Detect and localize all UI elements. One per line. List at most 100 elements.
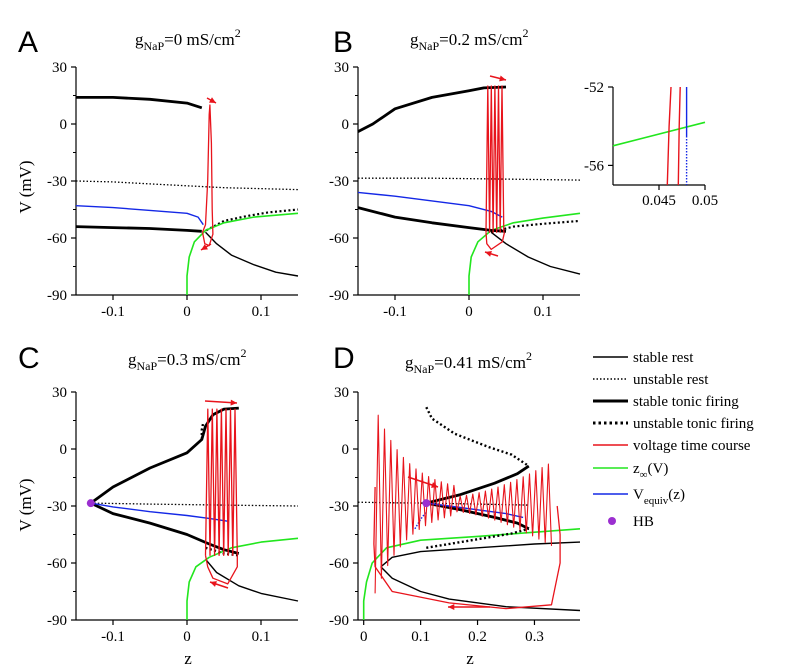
x-axis-label-d: z bbox=[466, 649, 474, 668]
arrow-b-bottom-head bbox=[485, 250, 492, 257]
panel-b-xtick-label: 0 bbox=[465, 304, 473, 320]
legend-vequiv-sub: equiv bbox=[644, 495, 669, 507]
arrow-a-bottom-head bbox=[201, 244, 208, 250]
title-d-post: =0.41 mS/cm bbox=[434, 353, 526, 372]
stable-rest-line bbox=[204, 231, 299, 277]
panel-d-ytick-label: 0 bbox=[342, 442, 350, 458]
panel-b-xtick-label: -0.1 bbox=[383, 304, 407, 320]
x-axis-label-c: z bbox=[184, 649, 192, 668]
stable-rest-line bbox=[490, 231, 581, 275]
stable-tonic-lower-line bbox=[357, 206, 507, 233]
panel-d: -90 -60 -30 0 30 0 0.1 0.2 0.3 bbox=[329, 385, 581, 645]
stable-tonic-upper-line bbox=[357, 85, 507, 133]
unstable-rest-line bbox=[90, 502, 299, 507]
legend-voltage: voltage time course bbox=[633, 438, 751, 454]
unstable-tonic-line bbox=[205, 208, 299, 232]
panel-c-ytick-label: 30 bbox=[52, 385, 67, 401]
title-c-sub: NaP bbox=[137, 359, 158, 373]
legend-unstable-rest: unstable rest bbox=[633, 372, 709, 388]
panel-a-xtick-label: 0.1 bbox=[252, 304, 271, 320]
unstable-tonic-lower-line bbox=[426, 527, 530, 549]
arrow-c-bottom-head bbox=[210, 581, 217, 587]
voltage-loop bbox=[204, 555, 238, 585]
inset-ytick-label: -56 bbox=[584, 158, 604, 174]
vequiv-line bbox=[75, 205, 204, 226]
arrow-a-top-head bbox=[209, 97, 216, 103]
arrow-b-top-head bbox=[499, 75, 506, 82]
stable-rest-line bbox=[204, 558, 299, 602]
panel-a-ytick-label: -30 bbox=[47, 174, 67, 190]
unstable-tonic-line bbox=[490, 219, 581, 234]
panel-title-d: gNaP=0.41 mS/cm2 bbox=[405, 349, 532, 376]
title-d-sub: NaP bbox=[414, 362, 435, 376]
panel-c-ytick-label: -30 bbox=[47, 499, 67, 515]
arrow-d-bottom-head bbox=[448, 603, 455, 611]
title-b-pre: g bbox=[410, 30, 419, 49]
panel-title-c: gNaP=0.3 mS/cm2 bbox=[128, 346, 246, 373]
inset-zinf-line bbox=[612, 121, 706, 147]
unstable-rest-line bbox=[75, 180, 299, 191]
title-c-pre: g bbox=[128, 350, 137, 369]
legend-zinf-post: (V) bbox=[648, 461, 669, 477]
stable-tonic-lower-line bbox=[90, 501, 240, 555]
legend-hb: HB bbox=[633, 514, 654, 530]
panel-d-xtick-label: 0 bbox=[360, 629, 368, 645]
panel-letter-a: A bbox=[18, 26, 38, 59]
arrow-d-top-head bbox=[431, 482, 438, 488]
panel-title-a: gNaP=0 mS/cm2 bbox=[135, 26, 241, 53]
title-a-sup: 2 bbox=[235, 26, 241, 40]
legend-vequiv: Vequiv(z) bbox=[633, 487, 685, 507]
title-c-post: =0.3 mS/cm bbox=[157, 350, 240, 369]
zinf-line bbox=[468, 212, 581, 295]
panel-b-ytick-label: -30 bbox=[329, 174, 349, 190]
inset-voltage-b bbox=[677, 86, 681, 186]
hb-point bbox=[86, 499, 95, 508]
panel-c-xtick-label: -0.1 bbox=[101, 629, 125, 645]
hb-point bbox=[422, 499, 431, 508]
legend-zinf-pre: z bbox=[633, 461, 640, 477]
title-d-pre: g bbox=[405, 353, 414, 372]
panel-a-ytick-label: -60 bbox=[47, 231, 67, 247]
legend: stable rest unstable rest stable tonic f… bbox=[593, 350, 754, 530]
inset-ytick-label: -52 bbox=[584, 80, 604, 96]
panel-c-ytick-label: -60 bbox=[47, 556, 67, 572]
title-d-sup: 2 bbox=[526, 349, 532, 363]
panel-c-xtick-label: 0.1 bbox=[252, 629, 271, 645]
panel-b-ytick-label: 0 bbox=[342, 117, 350, 133]
voltage-return-loop bbox=[373, 486, 561, 610]
panel-title-b: gNaP=0.2 mS/cm2 bbox=[410, 26, 528, 53]
inset-voltage-a bbox=[666, 86, 672, 186]
panel-a-ytick-label: 0 bbox=[60, 117, 68, 133]
panel-d-xtick-label: 0.2 bbox=[468, 629, 487, 645]
title-b-sub: NaP bbox=[419, 39, 440, 53]
panel-b-ytick-label: -60 bbox=[329, 231, 349, 247]
legend-zinf-sub: ∞ bbox=[640, 469, 648, 481]
vequiv-solid-line bbox=[426, 502, 524, 519]
panel-c: -90 -60 -30 0 30 -0.1 0 0.1 bbox=[47, 385, 299, 645]
legend-vequiv-post: (z) bbox=[668, 487, 685, 503]
panel-d-ytick-label: 30 bbox=[334, 385, 349, 401]
voltage-trace bbox=[485, 85, 505, 233]
title-b-post: =0.2 mS/cm bbox=[439, 30, 522, 49]
unstable-tonic-upper-line bbox=[200, 422, 205, 440]
panel-b-ytick-label: 30 bbox=[334, 60, 349, 76]
panel-c-xtick-label: 0 bbox=[183, 629, 191, 645]
legend-zinf: z∞(V) bbox=[633, 461, 668, 481]
vequiv-line bbox=[90, 502, 228, 522]
panel-d-ytick-label: -90 bbox=[329, 613, 349, 629]
stable-tonic-lower-line bbox=[75, 225, 202, 233]
stable-rest-upper-line bbox=[380, 541, 581, 568]
legend-stable-tonic: stable tonic firing bbox=[633, 394, 739, 410]
unstable-tonic-upper-line bbox=[425, 406, 530, 468]
stable-tonic-upper-line bbox=[76, 96, 203, 110]
panel-a-xtick-label: -0.1 bbox=[101, 304, 125, 320]
legend-swatch-hb bbox=[608, 517, 616, 525]
inset-xtick-label: 0.05 bbox=[692, 193, 718, 209]
voltage-trace bbox=[201, 104, 214, 247]
stable-rest-lower-line bbox=[380, 566, 581, 612]
panel-letter-d: D bbox=[333, 342, 355, 375]
title-a-sub: NaP bbox=[144, 39, 165, 53]
y-axis-label-bottom: V (mV) bbox=[16, 478, 35, 531]
panel-c-ytick-label: -90 bbox=[47, 613, 67, 629]
